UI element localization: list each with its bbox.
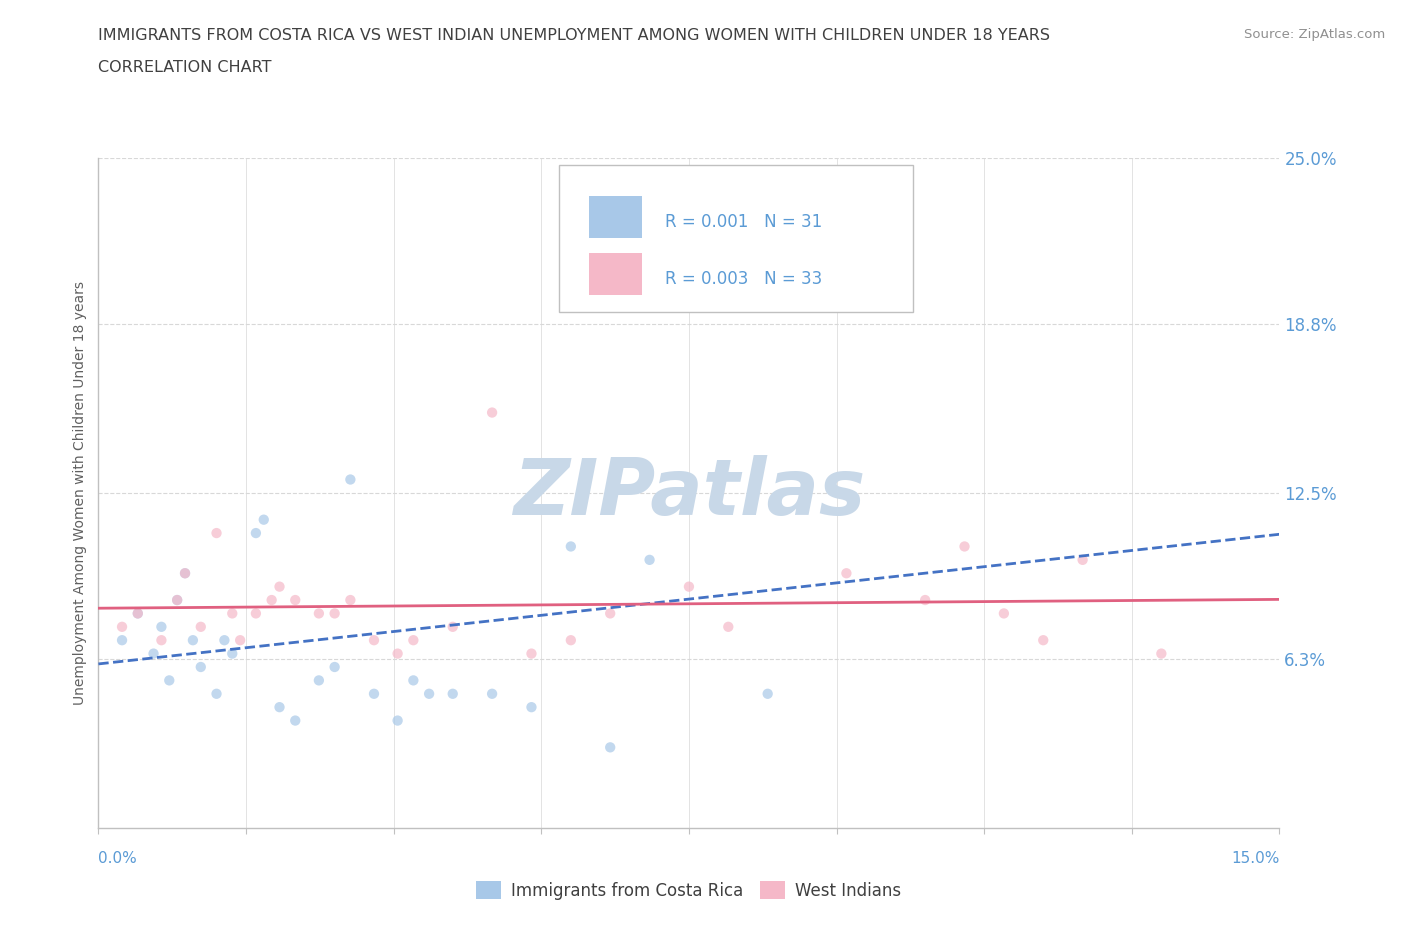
Text: CORRELATION CHART: CORRELATION CHART — [98, 60, 271, 75]
Point — [174, 565, 197, 580]
Point — [221, 606, 243, 621]
Y-axis label: Unemployment Among Women with Children Under 18 years: Unemployment Among Women with Children U… — [73, 281, 87, 705]
Point — [520, 699, 543, 714]
Text: IMMIGRANTS FROM COSTA RICA VS WEST INDIAN UNEMPLOYMENT AMONG WOMEN WITH CHILDREN: IMMIGRANTS FROM COSTA RICA VS WEST INDIA… — [98, 28, 1050, 43]
Point — [717, 619, 740, 634]
Point — [560, 632, 582, 647]
Point — [756, 686, 779, 701]
Point — [181, 632, 204, 647]
Point — [953, 539, 976, 554]
Point — [190, 659, 212, 674]
Point — [1032, 632, 1054, 647]
Point — [142, 646, 165, 661]
Point — [402, 673, 425, 688]
Point — [323, 659, 346, 674]
Point — [418, 686, 440, 701]
Text: 0.0%: 0.0% — [98, 851, 138, 866]
Point — [111, 619, 134, 634]
Point — [560, 539, 582, 554]
Point — [308, 606, 330, 621]
FancyBboxPatch shape — [560, 165, 914, 312]
Point — [638, 552, 661, 567]
Point — [875, 298, 897, 312]
Point — [363, 686, 385, 701]
Point — [260, 592, 283, 607]
Point — [166, 592, 188, 607]
Text: Source: ZipAtlas.com: Source: ZipAtlas.com — [1244, 28, 1385, 41]
Point — [914, 592, 936, 607]
Point — [150, 619, 173, 634]
Point — [111, 632, 134, 647]
Point — [205, 686, 228, 701]
Point — [599, 740, 621, 755]
Point — [269, 699, 291, 714]
Point — [993, 606, 1015, 621]
Point — [284, 592, 307, 607]
Point — [269, 579, 291, 594]
Point — [339, 472, 361, 487]
Point — [205, 525, 228, 540]
Bar — [589, 196, 641, 238]
Point — [190, 619, 212, 634]
Point — [308, 673, 330, 688]
Bar — [589, 253, 641, 296]
Point — [599, 606, 621, 621]
Point — [245, 606, 267, 621]
Point — [363, 632, 385, 647]
Point — [387, 713, 409, 728]
Point — [150, 632, 173, 647]
Point — [402, 632, 425, 647]
Text: R = 0.001   N = 31: R = 0.001 N = 31 — [665, 213, 823, 231]
Point — [481, 686, 503, 701]
Point — [520, 646, 543, 661]
Point — [441, 686, 464, 701]
Point — [339, 592, 361, 607]
Point — [387, 646, 409, 661]
Point — [229, 632, 252, 647]
Legend: Immigrants from Costa Rica, West Indians: Immigrants from Costa Rica, West Indians — [470, 874, 908, 907]
Text: 15.0%: 15.0% — [1232, 851, 1279, 866]
Point — [253, 512, 276, 527]
Point — [221, 646, 243, 661]
Point — [157, 673, 180, 688]
Point — [835, 565, 858, 580]
Text: ZIPatlas: ZIPatlas — [513, 455, 865, 531]
Point — [481, 405, 503, 420]
Point — [1150, 646, 1173, 661]
Text: R = 0.003   N = 33: R = 0.003 N = 33 — [665, 270, 823, 287]
Point — [127, 606, 149, 621]
Point — [166, 592, 188, 607]
Point — [127, 606, 149, 621]
Point — [678, 579, 700, 594]
Point — [284, 713, 307, 728]
Point — [245, 525, 267, 540]
Point — [214, 632, 236, 647]
Point — [441, 619, 464, 634]
Point — [174, 565, 197, 580]
Point — [323, 606, 346, 621]
Point — [1071, 552, 1094, 567]
